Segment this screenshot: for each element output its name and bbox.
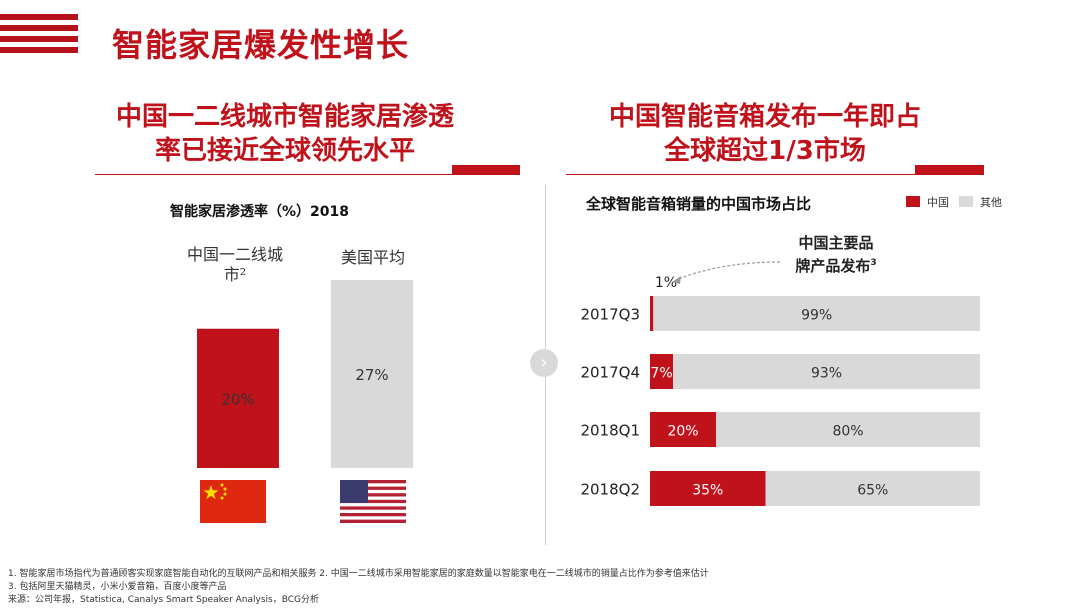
bar-segment-other-2017Q3 (653, 296, 980, 331)
bar-category-label-usa: 美国平均 (340, 248, 405, 267)
bar-usa (331, 280, 413, 468)
release-callout: 中国主要品 牌产品发布3 (776, 233, 896, 276)
bar-china (197, 328, 279, 468)
page-title: 智能家居爆发性增长 (112, 26, 410, 64)
bar-category-label-china-text: 中国一二线城市² (186, 245, 283, 284)
footnote-3: 3. 包括阿里天猫精灵，小米小爱音箱，百度小度等产品 (8, 582, 227, 592)
footnote-source: 来源：公司年报，Statistica, Canalys Smart Speake… (8, 595, 319, 605)
callout-arrowhead (672, 276, 681, 284)
bar-label-other-2018Q2: 65% (857, 483, 888, 499)
bar-segment-china-2017Q4 (650, 354, 674, 389)
category-label-2018Q2: 2018Q2 (580, 481, 640, 499)
bar-label-china-2018Q1: 20% (667, 424, 698, 440)
right-panel-heading: 中国智能音箱发布一年即占 全球超过1/3市场 (575, 100, 955, 168)
left-heading-line1: 中国一二线城市智能家居渗透 (115, 102, 454, 132)
bar-segment-china-2017Q3 (650, 296, 654, 331)
bar-label-china-2017Q4: 7% (650, 366, 672, 382)
left-heading-rule-tab (452, 165, 520, 174)
left-chart-title: 智能家居渗透率（%）2018 (170, 204, 349, 220)
left-heading-rule (95, 174, 520, 175)
legend-swatch-other (959, 196, 973, 207)
usa-flag-icon (340, 480, 406, 523)
category-label-2017Q3: 2017Q3 (580, 306, 640, 324)
category-label-2017Q4: 2017Q4 (580, 364, 640, 382)
bar-segment-china-2018Q2 (650, 471, 766, 506)
right-heading-rule (566, 174, 984, 175)
legend-label-china: 中国 (927, 196, 949, 209)
bar-label-other-2018Q1: 80% (832, 424, 863, 440)
header-stripes-decoration (0, 14, 78, 58)
bar-label-other-2017Q4: 93% (811, 366, 842, 382)
release-callout-line2-text: 牌产品发布 (795, 257, 871, 275)
bar-label-china-2017Q3: 1% (655, 275, 677, 291)
left-heading-line2: 率已接近全球领先水平 (154, 136, 415, 166)
legend-swatch-china (906, 196, 920, 207)
bar-segment-other-2018Q2 (765, 471, 980, 506)
callout-arrow-line (675, 261, 781, 281)
chevron-right-icon: › (530, 349, 558, 377)
china-flag-icon (200, 480, 266, 523)
bar-label-china-2018Q2: 35% (692, 483, 723, 499)
bar-value-label-usa: 27% (355, 366, 388, 384)
category-label-2018Q1: 2018Q1 (580, 422, 640, 440)
release-callout-line2: 牌产品发布3 (776, 253, 896, 276)
bar-category-label-china: 中国一二线城市² (185, 245, 285, 285)
right-heading-line2: 全球超过1/3市场 (664, 136, 866, 166)
left-panel-heading: 中国一二线城市智能家居渗透 率已接近全球领先水平 (95, 100, 475, 168)
bar-label-other-2017Q3: 99% (801, 308, 832, 324)
bar-value-label-china: 20% (221, 390, 254, 408)
right-chart-title: 全球智能音箱销量的中国市场占比 (586, 195, 812, 213)
legend-label-other: 其他 (980, 196, 1002, 209)
right-heading-rule-tab (915, 165, 984, 174)
bar-segment-other-2018Q1 (716, 412, 980, 447)
bar-segment-china-2018Q1 (650, 412, 716, 447)
bar-segment-other-2017Q4 (673, 354, 980, 389)
release-callout-superscript: 3 (870, 258, 877, 268)
right-heading-line1: 中国智能音箱发布一年即占 (608, 102, 921, 132)
footnote-1-2: 1. 智能家居市场指代为普通顾客实现家庭智能自动化的互联网产品和相关服务 2. … (8, 569, 709, 579)
release-callout-line1: 中国主要品 (798, 234, 874, 252)
